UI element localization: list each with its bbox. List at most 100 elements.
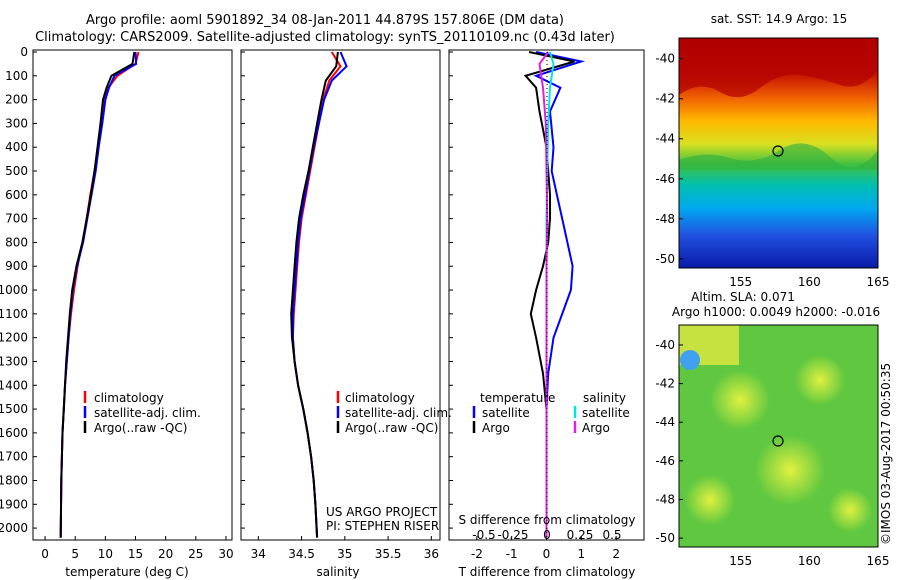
map-y-tick-label: -42 [655, 92, 675, 106]
depth-tick-label: 500 [5, 164, 28, 178]
map-y-tick-label: -42 [655, 377, 675, 391]
map-y-tick-label: -46 [655, 172, 675, 186]
map-y-tick-label: -40 [655, 52, 675, 66]
sst-map-title: sat. SST: 14.9 Argo: 15 [711, 12, 848, 26]
sst-warm-region [679, 38, 878, 98]
salinity-x-tick-label: 34 [251, 547, 266, 561]
s-difference-tick-label: 0.25 [567, 528, 594, 542]
depth-tick-label: 100 [5, 69, 28, 83]
sla-map: Altim. SLA: 0.071 Argo h1000: 0.0049 h20… [655, 290, 889, 568]
map-y-tick-label: -46 [655, 454, 675, 468]
depth-tick-label: 700 [5, 212, 28, 226]
sla-blob [685, 475, 735, 525]
temperature-x-tick-label: 15 [128, 547, 143, 561]
legend-label-satellite: satellite-adj. clim. [345, 406, 452, 420]
temperature-x-tick-label: 20 [158, 547, 173, 561]
temperature-x-tick-label: 25 [188, 547, 203, 561]
depth-tick-label: 900 [5, 259, 28, 273]
legend-label-t-argo: Argo [482, 421, 510, 435]
depth-tick-label: 1500 [0, 402, 28, 416]
depth-tick-label: 1700 [0, 450, 28, 464]
sst-map-axes: 155 160 165 -40 -42 -44 -46 -48 -50 [655, 52, 889, 289]
map-y-tick-label: -44 [655, 415, 675, 429]
temperature-panel-frame [32, 49, 233, 541]
sst-front [679, 143, 878, 170]
sst-map-frame [678, 37, 879, 269]
difference-x-tick-label: 0 [543, 547, 551, 561]
difference-x-tick-label: 2 [612, 547, 620, 561]
legend-label-s-argo: Argo [582, 421, 610, 435]
map-y-tick-label: -48 [655, 492, 675, 506]
salinity-x-tick-label: 35 [337, 547, 352, 561]
difference-x-tick-label: -1 [506, 547, 518, 561]
s-difference-label: S difference from climatology [459, 513, 636, 527]
salinity-x-axis: 34 34.5 35 35.5 36 [251, 536, 439, 561]
s-difference-tick-label: -0.25 [497, 528, 528, 542]
sla-map-frame [678, 324, 879, 548]
salinity-panel-frame [240, 49, 441, 541]
difference-x-tick-label: -2 [471, 547, 483, 561]
map-x-tick-label: 160 [798, 554, 821, 568]
depth-tick-label: 1000 [0, 283, 28, 297]
depth-tick-label: 1300 [0, 354, 28, 368]
depth-tick-label: 800 [5, 235, 28, 249]
figure-title-line1: Argo profile: aoml 5901892_34 08-Jan-201… [86, 13, 564, 28]
temperature-x-axis: 0 5 10 15 20 25 30 [41, 536, 234, 561]
legend-label-argo: Argo(..raw -QC) [345, 421, 438, 435]
series-line-argo-raw-qc [59, 51, 136, 538]
sst-map: sat. SST: 14.9 Argo: 15 155 160 165 -40 -42 -… [655, 12, 889, 289]
map-y-tick-label: -50 [655, 531, 675, 545]
sla-low-eddy [680, 350, 700, 370]
map-x-tick-label: 165 [867, 275, 890, 289]
map-y-tick-label: -50 [655, 252, 675, 266]
sla-blob [795, 355, 845, 405]
s-difference-tick-label: 0 [543, 528, 551, 542]
map-y-tick-label: -48 [655, 212, 675, 226]
depth-tick-label: 1600 [0, 426, 28, 440]
depth-tick-label: 1900 [0, 497, 28, 511]
sla-blob [710, 370, 770, 430]
sla-blob [755, 435, 825, 505]
depth-tick-label: 600 [5, 188, 28, 202]
legend-label-satellite: satellite-adj. clim. [94, 406, 201, 420]
salinity-x-tick-label: 36 [424, 547, 439, 561]
salinity-x-tick-label: 35.5 [375, 547, 402, 561]
legend-label-climatology: climatology [345, 391, 415, 405]
legend-label-s-satellite: satellite [582, 406, 630, 420]
sla-argo-marker [772, 435, 784, 447]
legend-label-t-satellite: satellite [482, 406, 530, 420]
difference-xlabel: T difference from climatology [458, 565, 636, 579]
legend-label-climatology: climatology [94, 391, 164, 405]
map-x-tick-label: 165 [867, 554, 890, 568]
sst-argo-marker [772, 145, 784, 157]
difference-x-axis: -2 -1 0 1 2 [471, 536, 620, 561]
salinity-x-tick-label: 34.5 [288, 547, 315, 561]
s-difference-tick-label: -0.5 [472, 528, 495, 542]
depth-tick-label: 400 [5, 140, 28, 154]
map-x-tick-label: 155 [729, 275, 752, 289]
map-x-tick-label: 160 [798, 275, 821, 289]
temperature-xlabel: temperature (deg C) [65, 565, 188, 579]
salinity-legend: climatology satellite-adj. clim. Argo(..… [326, 391, 452, 533]
depth-tick-label: 1800 [0, 473, 28, 487]
legend-title-temperature: temperature [480, 391, 555, 405]
temperature-x-tick-label: 0 [41, 547, 49, 561]
depth-tick-label: 300 [5, 116, 28, 130]
sla-map-title1: Altim. SLA: 0.071 [691, 290, 795, 304]
salinity-xlabel: salinity [316, 565, 359, 579]
map-x-tick-label: 155 [729, 554, 752, 568]
salinity-profile-lines [290, 51, 348, 538]
difference-legend: temperature salinity satellite Argo sate… [472, 391, 630, 435]
sla-map-axes: 155 160 165 -40 -42 -44 -46 -48 -50 [655, 338, 889, 568]
depth-tick-label: 1200 [0, 331, 28, 345]
temperature-profile-lines [59, 51, 140, 538]
sla-map-title2: Argo h1000: 0.0049 h2000: -0.016 [672, 305, 880, 319]
depth-axis: 0 100 200 300 400 500 600 700 800 900 1000 1100 1200… [0, 45, 453, 535]
s-difference-tick-label: 0.5 [602, 528, 621, 542]
legend-label-argo: Argo(..raw -QC) [94, 421, 187, 435]
depth-tick-label: 1400 [0, 378, 28, 392]
credit-pi: PI: STEPHEN RISER [326, 519, 439, 533]
difference-x-tick-label: 1 [578, 547, 586, 561]
depth-tick-label: 2000 [0, 521, 28, 535]
legend-title-salinity: salinity [583, 391, 626, 405]
